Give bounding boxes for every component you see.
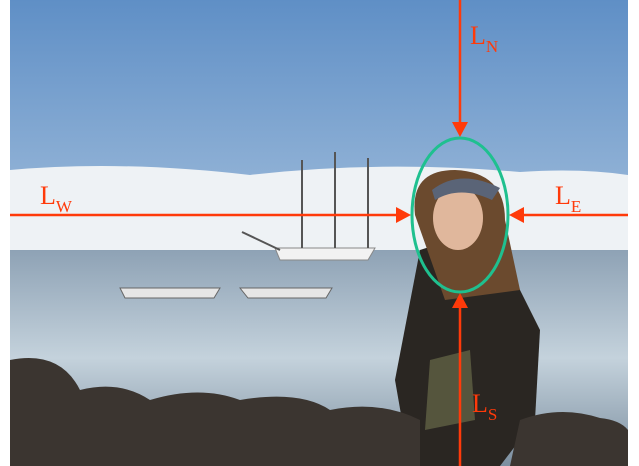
label-letter: L bbox=[555, 181, 571, 210]
label-subscript: E bbox=[571, 197, 581, 216]
cloud-bank bbox=[10, 166, 628, 250]
boat bbox=[120, 288, 220, 298]
boat bbox=[240, 288, 332, 298]
label-subscript: W bbox=[56, 197, 73, 216]
label-letter: L bbox=[40, 181, 56, 210]
annotated-photo: LN LW LE LS bbox=[0, 0, 639, 466]
page: LN LW LE LS (() => { const data = JSON.p… bbox=[0, 0, 639, 466]
label-letter: L bbox=[472, 389, 488, 418]
label-subscript: S bbox=[488, 405, 497, 424]
label-letter: L bbox=[470, 21, 486, 50]
label-subscript: N bbox=[486, 37, 498, 56]
photo bbox=[10, 0, 628, 466]
